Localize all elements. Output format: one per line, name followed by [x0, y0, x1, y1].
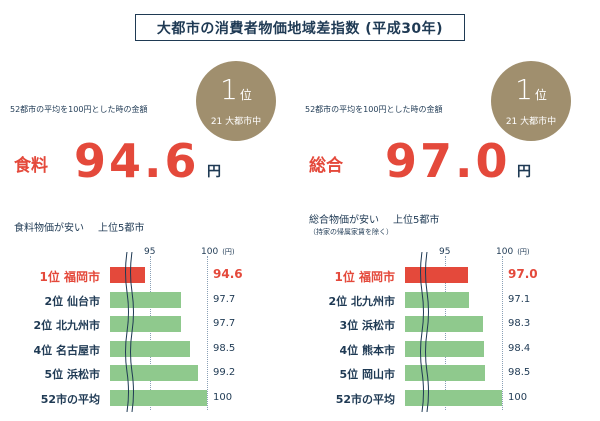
- bar-value: 100: [213, 391, 233, 403]
- bar-row: 1位 福岡市 97.0: [305, 264, 595, 288]
- bar: [405, 365, 485, 381]
- bar-value: 97.7: [213, 318, 236, 329]
- chart-heading-main: 食料物価が安い: [14, 223, 84, 234]
- tick-unit: (円): [222, 248, 235, 256]
- bar-row: 4位 熊本市 98.4: [305, 338, 595, 362]
- bar-row: 3位 浜松市 98.3: [305, 313, 595, 337]
- bar-label: 2位 北九州市: [328, 294, 395, 308]
- bar-value: 98.4: [508, 342, 531, 354]
- bar-value: 97.0: [508, 267, 538, 281]
- headline-value: 97.0: [385, 134, 511, 188]
- bar-row: 4位 名古屋市 98.5: [10, 338, 300, 362]
- chart-note: （持家の帰属家賃を除く）: [309, 228, 393, 236]
- headline-unit: 円: [517, 164, 531, 180]
- bar-row: 5位 浜松市 99.2: [10, 362, 300, 386]
- bar-label: 3位 浜松市: [339, 319, 395, 332]
- headline-unit: 円: [207, 164, 221, 180]
- gridline-100: [502, 256, 503, 410]
- chart-heading: 総合物価が安い 上位5都市: [309, 211, 439, 226]
- bar: [110, 389, 207, 406]
- bar-label: 52市の平均: [335, 392, 395, 406]
- bar-value: 98.3: [508, 318, 531, 329]
- chart-heading-sub: 上位5都市: [393, 215, 440, 226]
- bar-label: 5位 浜松市: [44, 368, 100, 381]
- rank-suffix: 位: [239, 88, 252, 102]
- bar-label: 2位 仙台市: [44, 294, 100, 308]
- bar-value: 97.7: [213, 293, 236, 305]
- basis-note: 52都市の平均を100円とした時の金額: [305, 105, 443, 114]
- bar-row: 5位 岡山市 98.5: [305, 362, 595, 386]
- tick-100: 100: [496, 247, 514, 257]
- chart-heading: 食料物価が安い 上位5都市: [14, 219, 144, 234]
- tick-95: 95: [144, 247, 156, 257]
- bar-value: 100: [508, 391, 528, 403]
- bar-row: 1位 福岡市 94.6: [10, 264, 300, 288]
- category-label: 食料: [14, 156, 48, 176]
- bar-row: 52市の平均 100: [10, 387, 300, 411]
- axis-break-icon: [420, 252, 429, 412]
- bar: [110, 340, 190, 357]
- page-title: 大都市の消費者物価地域差指数 (平成30年): [135, 14, 465, 41]
- bar-label: 4位 名古屋市: [33, 343, 100, 357]
- axis-break-icon: [125, 252, 134, 412]
- rank-suffix: 位: [534, 88, 547, 102]
- bar-value: 98.5: [213, 342, 236, 354]
- bar-label: 1位 福岡市: [334, 270, 395, 284]
- bar-label: 2位 北九州市: [33, 319, 100, 332]
- bar-label: 52市の平均: [40, 392, 100, 406]
- rank-number: 1: [220, 73, 238, 106]
- bar: [110, 267, 146, 283]
- headline-value: 94.6: [74, 134, 200, 188]
- bar: [110, 316, 181, 332]
- bar-row: 52市の平均 100: [305, 387, 595, 411]
- rank-number: 1: [515, 73, 533, 106]
- gridline-95: [150, 256, 151, 410]
- bar-value: 99.2: [213, 367, 236, 378]
- bar-row: 2位 北九州市 97.7: [10, 313, 300, 337]
- bar-value: 94.6: [213, 267, 243, 281]
- tick-100: 100: [201, 247, 219, 257]
- bar-row: 2位 仙台市 97.7: [10, 289, 300, 313]
- bar: [405, 291, 469, 308]
- bar-label: 4位 熊本市: [339, 343, 395, 357]
- chart-heading-sub: 上位5都市: [98, 223, 145, 234]
- bar-row: 2位 北九州市 97.1: [305, 289, 595, 313]
- chart-heading-main: 総合物価が安い: [309, 215, 379, 226]
- tick-unit: (円): [517, 248, 530, 256]
- rank-scope: 21 大都市中: [210, 117, 262, 127]
- bar: [405, 340, 484, 357]
- bar-value: 98.5: [508, 367, 531, 378]
- bar-label: 1位 福岡市: [39, 270, 100, 284]
- bar-label: 5位 岡山市: [339, 368, 395, 381]
- tick-100-group: 100 (円): [496, 247, 530, 257]
- bar-value: 97.1: [508, 293, 531, 305]
- bar: [405, 389, 502, 406]
- rank-scope: 21 大都市中: [505, 117, 557, 127]
- tick-95: 95: [439, 247, 451, 257]
- bar: [405, 267, 468, 283]
- bar: [405, 316, 483, 332]
- bar: [110, 291, 181, 308]
- gridline-95: [445, 256, 446, 410]
- gridline-100: [207, 256, 208, 410]
- tick-100-group: 100 (円): [201, 247, 235, 257]
- basis-note: 52都市の平均を100円とした時の金額: [10, 105, 148, 114]
- category-label: 総合: [309, 156, 343, 176]
